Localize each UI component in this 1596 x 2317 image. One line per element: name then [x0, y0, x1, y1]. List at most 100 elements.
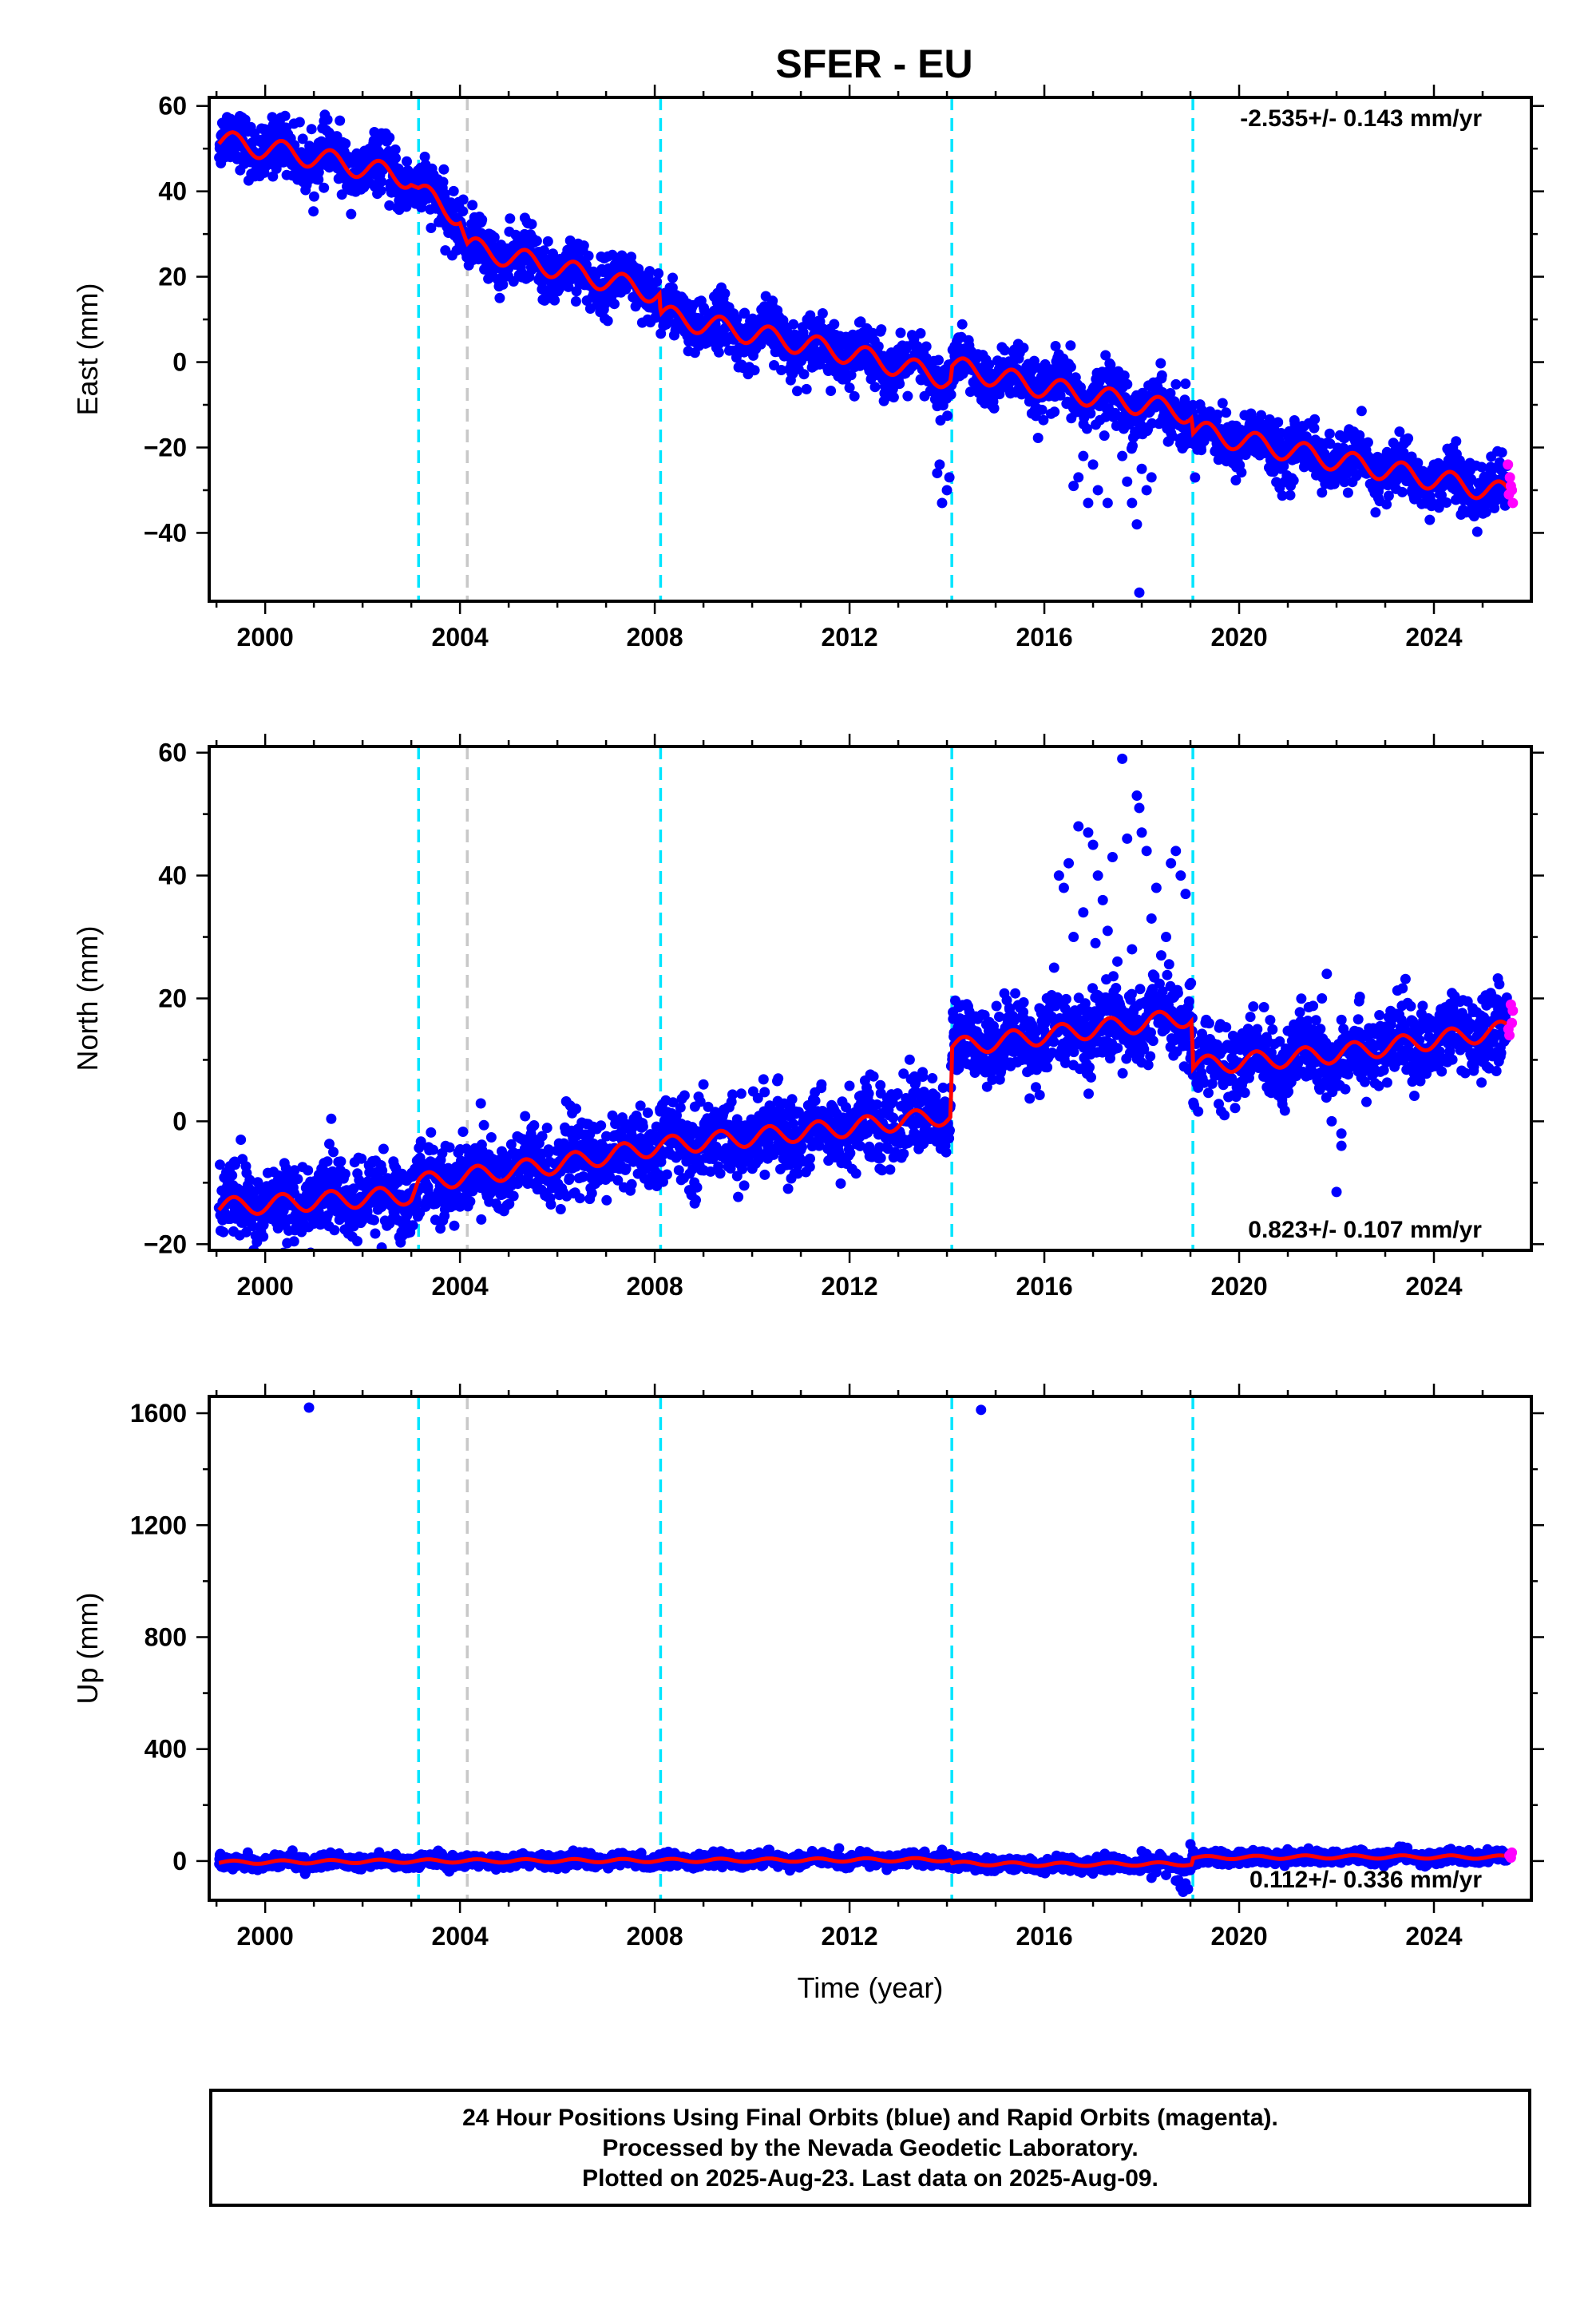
data-point [457, 206, 469, 217]
data-point [758, 1074, 769, 1085]
data-point [719, 288, 731, 299]
velocity-annotation: -2.535+/- 0.143 mm/yr [1240, 105, 1482, 132]
data-point [679, 1090, 690, 1101]
data-point [661, 1169, 672, 1180]
outlier-point [1078, 450, 1089, 461]
rapid-orbit-point [1507, 497, 1519, 509]
data-point [713, 347, 724, 358]
data-point [586, 1188, 597, 1198]
data-point [844, 1080, 855, 1091]
outlier-point [1083, 497, 1094, 509]
x-tick-label: 2020 [1210, 623, 1267, 652]
data-point [240, 1226, 251, 1238]
data-point [1212, 409, 1223, 420]
data-point [340, 138, 351, 149]
data-point [1424, 514, 1436, 525]
data-point [1394, 426, 1405, 438]
data-point [230, 1159, 241, 1170]
rapid-orbit-point [1505, 481, 1516, 492]
data-point [798, 369, 810, 380]
data-point [306, 124, 317, 135]
data-point [294, 117, 305, 128]
outlier-point [1102, 497, 1113, 509]
data-point [548, 248, 558, 259]
data-point [574, 1193, 585, 1204]
data-point [478, 1119, 489, 1131]
data-point [326, 1113, 337, 1124]
data-point [1085, 408, 1096, 419]
data-point [626, 1178, 637, 1190]
data-point [564, 235, 576, 246]
data-point [319, 182, 330, 193]
data-point [915, 328, 926, 339]
data-point [457, 194, 469, 205]
data-point [1396, 486, 1408, 497]
data-point [653, 268, 664, 279]
rapid-orbit-point [1504, 472, 1515, 483]
data-point [541, 1123, 552, 1134]
data-point [846, 370, 857, 381]
data-point [476, 1214, 487, 1225]
chart-title: SFER - EU [775, 42, 972, 86]
data-point [370, 1228, 381, 1239]
x-tick-label: 2016 [1016, 623, 1072, 652]
outlier-point [1141, 485, 1152, 496]
data-point [1309, 414, 1321, 425]
outlier-point [1117, 450, 1128, 461]
outlier-point [944, 472, 955, 483]
data-point [749, 365, 760, 376]
data-point [999, 345, 1010, 356]
data-point [1339, 477, 1350, 488]
data-point [375, 185, 386, 196]
data-point [855, 316, 866, 327]
data-point [651, 276, 663, 287]
outlier-point [1068, 481, 1079, 492]
data-point [1342, 487, 1353, 498]
data-point [1049, 406, 1060, 418]
data-point [439, 188, 450, 200]
data-point [868, 1071, 879, 1082]
y-tick-label: −20 [144, 433, 187, 461]
data-point [875, 1152, 886, 1163]
data-point [428, 1144, 438, 1155]
data-point [1441, 497, 1452, 508]
data-point [826, 386, 837, 396]
data-point [1351, 470, 1362, 481]
data-point [888, 392, 899, 403]
data-point [571, 1103, 582, 1115]
data-point [829, 319, 840, 330]
data-point [921, 341, 932, 352]
data-point [529, 1120, 540, 1131]
data-point [894, 378, 905, 390]
data-point [539, 245, 549, 256]
data-point [444, 1142, 455, 1153]
data-point [227, 1170, 238, 1181]
data-point [279, 110, 291, 121]
data-point [448, 185, 459, 196]
outlier-point [1136, 463, 1147, 474]
x-tick-label: 2024 [1405, 623, 1462, 652]
data-point [655, 328, 667, 339]
data-point [303, 1165, 314, 1176]
data-point [308, 206, 319, 217]
data-point [1196, 445, 1207, 456]
data-point [578, 240, 589, 252]
data-point [322, 1210, 333, 1221]
data-point [596, 1120, 607, 1131]
data-point [438, 164, 449, 175]
data-point [817, 308, 828, 319]
x-tick-label: 2012 [821, 623, 877, 652]
data-point [1370, 507, 1381, 518]
data-point [1496, 447, 1507, 458]
data-point [805, 310, 816, 321]
data-point [731, 313, 743, 324]
data-point [477, 214, 488, 225]
data-point [1221, 407, 1232, 418]
data-point [1309, 422, 1320, 434]
data-point [384, 132, 395, 143]
data-point [369, 1214, 379, 1226]
data-point [322, 114, 333, 125]
data-point [1065, 362, 1076, 373]
data-point [1038, 414, 1049, 426]
